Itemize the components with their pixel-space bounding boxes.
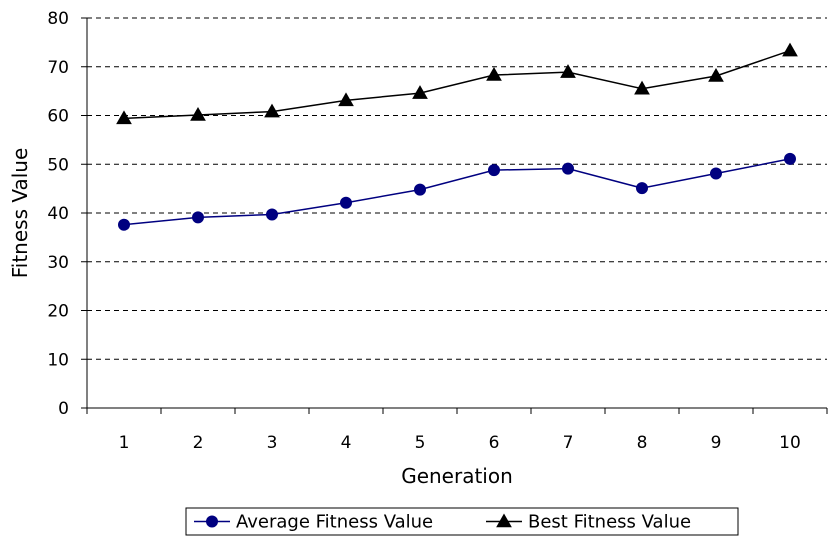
data-point (412, 85, 428, 99)
series-line (123, 49, 791, 120)
data-point (266, 208, 278, 221)
y-tick-label: 20 (47, 302, 69, 322)
legend-box (185, 507, 739, 536)
tick-labels: 0 10 20 30 40 50 60 70 80 1 2 3 4 5 6 7 8 9 10 (47, 9, 800, 453)
data-point (118, 218, 130, 231)
x-tick-label: 5 (415, 433, 426, 453)
data-point (708, 68, 724, 82)
y-tick-label: 60 (47, 107, 69, 127)
x-tick-label: 3 (267, 433, 278, 453)
y-axis-title: Fitness Value (8, 148, 32, 279)
series (116, 42, 798, 231)
y-tick-label: 0 (58, 399, 69, 419)
gridlines (87, 17, 827, 360)
data-point (782, 42, 798, 57)
data-point (414, 183, 426, 196)
x-tick-label: 4 (341, 433, 352, 453)
data-point (488, 164, 500, 177)
data-point (340, 196, 352, 209)
x-tick-label: 1 (119, 433, 130, 453)
legend-swatch-marker (496, 513, 512, 528)
legend-item: Best Fitness Value (486, 512, 691, 533)
data-point (634, 80, 650, 95)
y-tick-label: 30 (47, 253, 69, 273)
data-point (338, 92, 354, 107)
series-average (118, 152, 796, 231)
legend-label: Best Fitness Value (528, 512, 691, 533)
legend-swatch-marker (206, 515, 218, 528)
data-point (710, 167, 722, 180)
legend-label: Average Fitness Value (236, 512, 433, 533)
legend: Average Fitness Value Best Fitness Value (185, 507, 739, 536)
y-tick-label: 80 (47, 9, 69, 29)
series-best (116, 42, 798, 125)
x-tick-label: 6 (489, 433, 500, 453)
data-point (486, 67, 502, 81)
x-tick-label: 8 (637, 433, 648, 453)
x-tick-label: 2 (193, 433, 204, 453)
y-tick-label: 40 (47, 204, 69, 224)
x-tick-label: 7 (563, 433, 574, 453)
y-tick-label: 70 (47, 58, 69, 78)
data-point (636, 182, 648, 195)
series-line (123, 158, 791, 226)
data-point (784, 152, 796, 165)
x-tick-label: 10 (779, 433, 801, 453)
data-point (116, 110, 132, 125)
data-point (264, 103, 280, 118)
x-axis-title: Generation (401, 464, 513, 488)
legend-item: Average Fitness Value (194, 512, 433, 533)
data-point (190, 107, 206, 121)
data-point (192, 211, 204, 224)
y-tick-label: 10 (47, 350, 69, 370)
y-tick-label: 50 (47, 155, 69, 175)
axes (81, 17, 828, 414)
data-point (562, 162, 574, 175)
data-point (560, 64, 576, 78)
x-tick-label: 9 (711, 433, 722, 453)
